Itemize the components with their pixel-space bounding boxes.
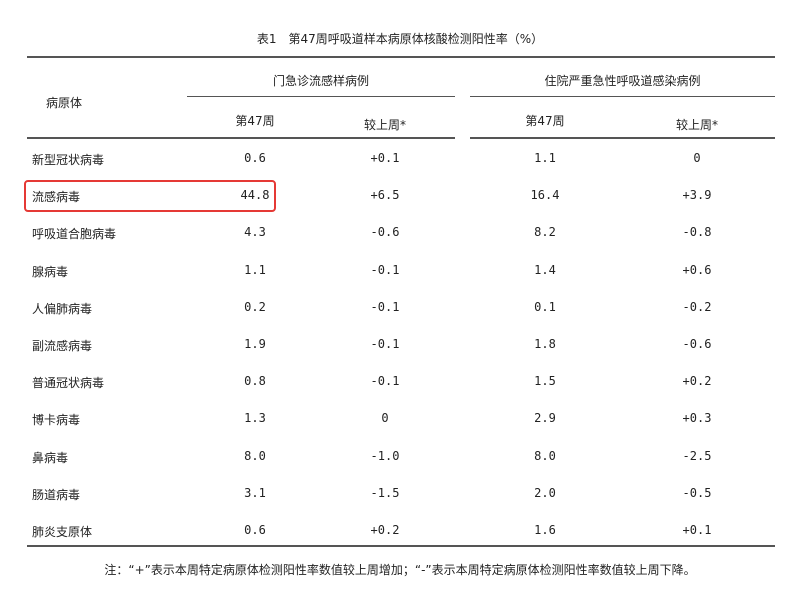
cell-op-change: -0.1: [370, 299, 400, 314]
cell-ip-change: +0.6: [682, 262, 712, 277]
cell-op-week: 0.6: [244, 151, 266, 165]
cell-op-change: -0.1: [370, 337, 400, 351]
table-note: 注：“+”表示本周特定病原体检测阳性率数值较上周增加；“-”表示本周特定病原体检…: [104, 563, 696, 577]
header-rule-right: [470, 137, 775, 139]
cell-ip-week: 1.8: [534, 337, 556, 351]
cell-op-week: 0.6: [244, 523, 266, 537]
group-rule-inpatient: [470, 96, 775, 97]
cell-ip-change: -0.6: [682, 337, 712, 351]
cell-name: 人偏肺病毒: [32, 301, 93, 316]
cell-ip-change: +3.9: [682, 188, 712, 203]
cell-op-week: 4.3: [244, 225, 266, 240]
cell-op-week: 1.1: [244, 262, 266, 277]
cell-op-change: -0.6: [370, 225, 400, 240]
cell-op-week: 3.1: [244, 485, 266, 500]
cell-op-change: -0.1: [370, 374, 400, 389]
cell-op-week: 0.2: [244, 299, 266, 314]
cell-name: 普通冠状病毒: [32, 376, 105, 391]
table-title: 表1 第47周呼吸道样本病原体核酸检测阳性率（%）: [256, 32, 544, 46]
highlight-box: [24, 180, 276, 212]
cell-name: 鼻病毒: [32, 450, 69, 465]
cell-ip-change: -0.8: [682, 225, 712, 240]
cell-ip-week: 1.4: [534, 262, 556, 277]
header-pathogen: 病原体: [46, 96, 83, 110]
cell-ip-change: +0.3: [682, 411, 712, 426]
cell-name: 新型冠状病毒: [32, 153, 105, 167]
header-ip-week: 第47周: [525, 114, 565, 128]
cell-op-change: +0.2: [370, 523, 400, 537]
cell-ip-change: -0.2: [682, 299, 712, 314]
bottom-rule: [27, 545, 775, 547]
cell-ip-week: 16.4: [530, 188, 560, 203]
cell-name: 副流感病毒: [32, 339, 93, 353]
cell-name: 流感病毒: [32, 190, 81, 205]
cell-ip-week: 1.6: [534, 523, 556, 537]
cell-ip-change: -0.5: [682, 485, 712, 500]
cell-ip-change: -2.5: [682, 448, 712, 463]
cell-op-week: 1.3: [244, 411, 266, 426]
cell-ip-week: 2.0: [534, 485, 556, 500]
cell-ip-change: 0: [693, 151, 701, 165]
cell-ip-week: 2.9: [534, 411, 556, 426]
cell-ip-week: 1.1: [534, 151, 556, 165]
header-op-change: 较上周*: [363, 118, 406, 132]
cell-op-week: 1.9: [244, 337, 266, 351]
cell-name: 博卡病毒: [32, 413, 81, 428]
group-rule-outpatient: [187, 96, 455, 97]
cell-op-change: -1.0: [370, 448, 400, 463]
cell-op-change: +6.5: [370, 188, 400, 203]
cell-ip-week: 8.2: [534, 225, 556, 240]
cell-ip-change: +0.1: [682, 523, 712, 537]
cell-op-week: 8.0: [244, 448, 266, 463]
cell-name: 肠道病毒: [32, 487, 81, 502]
header-group-inpatient: 住院严重急性呼吸道感染病例: [544, 74, 701, 88]
header-group-outpatient: 门急诊流感样病例: [272, 74, 369, 88]
cell-ip-change: +0.2: [682, 374, 712, 389]
header-op-week: 第47周: [235, 114, 275, 128]
header-rule-left: [27, 137, 455, 139]
cell-ip-week: 0.1: [534, 299, 556, 314]
cell-op-change: -0.1: [370, 262, 400, 277]
cell-name: 腺病毒: [32, 264, 69, 279]
cell-name: 肺炎支原体: [32, 525, 93, 539]
cell-op-change: 0: [381, 411, 389, 426]
cell-op-week: 0.8: [244, 374, 266, 389]
cell-name: 呼吸道合胞病毒: [32, 227, 117, 242]
top-rule: [27, 56, 775, 58]
cell-op-week: 44.8: [240, 188, 270, 203]
header-ip-change: 较上周*: [675, 118, 718, 132]
cell-ip-week: 8.0: [534, 448, 556, 463]
cell-op-change: -1.5: [370, 485, 400, 500]
cell-ip-week: 1.5: [534, 374, 556, 389]
cell-op-change: +0.1: [370, 151, 400, 165]
